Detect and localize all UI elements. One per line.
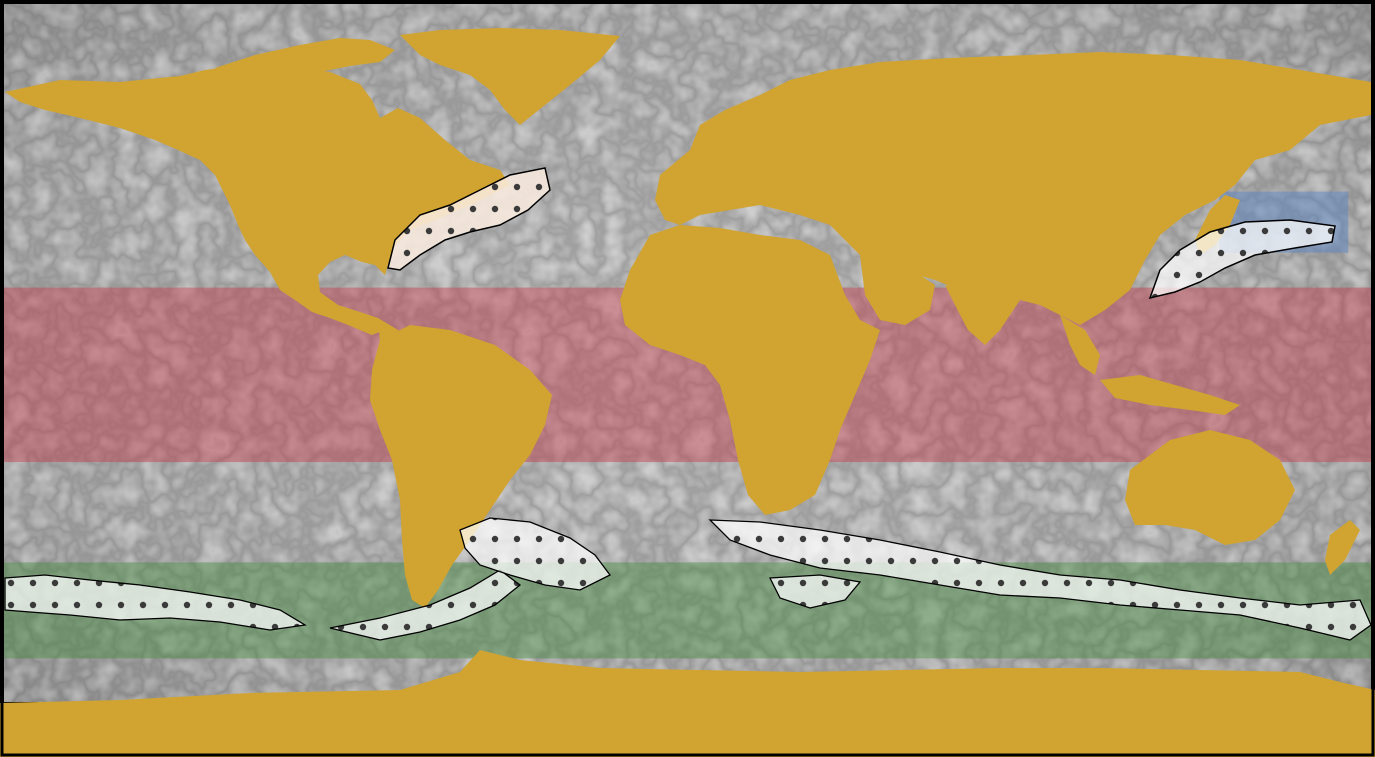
southern-ocean-stipple-drake (329, 569, 522, 641)
indonesia (1100, 375, 1240, 415)
land-layer (0, 28, 1375, 757)
southern-ocean-stipple-atlantic (459, 517, 611, 591)
stipple-layer (4, 167, 1372, 641)
africa (620, 225, 880, 515)
antarctica (0, 650, 1375, 757)
new-zealand (1325, 520, 1360, 575)
south-america (370, 325, 552, 608)
arabia (860, 255, 935, 325)
india (945, 285, 1010, 345)
europe-asia (655, 52, 1371, 340)
greenland (400, 28, 620, 125)
australia (1125, 430, 1295, 545)
arctic-islands (215, 38, 395, 80)
kuroshio-stipple (1148, 219, 1336, 300)
southern-ocean-stipple-kerguelen (768, 574, 862, 609)
southeast-asia (1060, 315, 1100, 375)
gulf-stream-stipple (387, 167, 551, 271)
southern-ocean-stipple-indian (708, 519, 1372, 641)
north-america (5, 66, 510, 335)
southern-ocean-stipple-west (4, 574, 307, 631)
